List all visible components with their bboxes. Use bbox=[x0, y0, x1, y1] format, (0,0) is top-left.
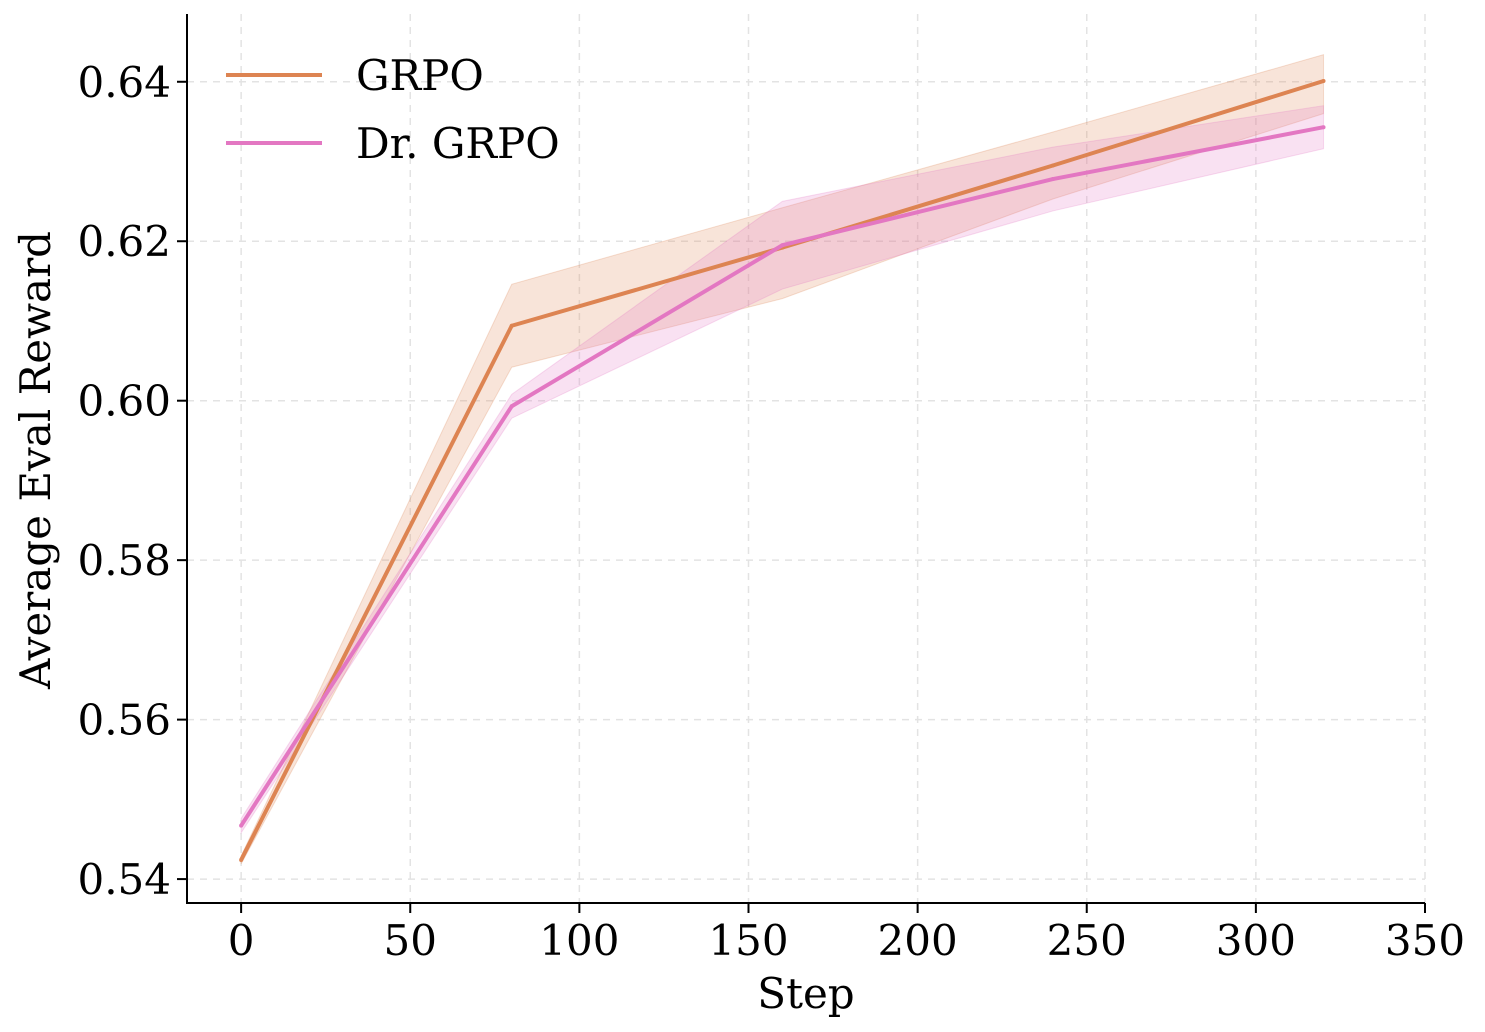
y-tick-label-1: 0.56 bbox=[77, 696, 171, 745]
band-series-1 bbox=[240, 105, 1325, 835]
y-axis-label: Average Eval Reward bbox=[11, 231, 60, 690]
grid-lines bbox=[187, 14, 1426, 903]
x-axis-label: Step bbox=[757, 969, 854, 1018]
y-tick-label-5: 0.64 bbox=[77, 58, 171, 107]
x-tick-label-0: 0 bbox=[228, 916, 255, 965]
y-tick-label-3: 0.60 bbox=[77, 377, 171, 426]
legend-label-grpo: GRPO bbox=[356, 51, 484, 100]
confidence-bands bbox=[240, 53, 1325, 865]
legend-label-dr-grpo: Dr. GRPO bbox=[356, 119, 560, 168]
x-tick-label-1: 50 bbox=[384, 916, 437, 965]
point-series-1-2 bbox=[780, 243, 785, 248]
point-series-0-3 bbox=[1050, 163, 1055, 168]
y-ticks: 0.54 0.56 0.58 0.60 0.62 0.64 bbox=[77, 58, 187, 904]
point-series-1-1 bbox=[509, 404, 514, 409]
line-series-0 bbox=[239, 79, 1325, 861]
x-tick-label-5: 250 bbox=[1047, 916, 1127, 965]
y-tick-label-4: 0.62 bbox=[77, 217, 171, 266]
point-series-1-4 bbox=[1321, 125, 1326, 130]
x-tick-label-6: 300 bbox=[1216, 916, 1296, 965]
point-series-1-3 bbox=[1050, 177, 1055, 182]
point-series-0-0 bbox=[239, 857, 244, 862]
x-ticks: 0 50 100 150 200 250 300 350 bbox=[228, 903, 1465, 965]
y-tick-label-0: 0.54 bbox=[77, 855, 171, 904]
x-tick-label-7: 350 bbox=[1385, 916, 1465, 965]
band-series-0 bbox=[240, 53, 1325, 865]
x-tick-label-2: 100 bbox=[539, 916, 619, 965]
axes bbox=[186, 14, 1425, 904]
point-series-0-4 bbox=[1321, 78, 1326, 83]
legend: GRPO Dr. GRPO bbox=[226, 51, 560, 168]
series-lines bbox=[239, 78, 1326, 862]
x-tick-label-3: 150 bbox=[708, 916, 788, 965]
point-series-0-1 bbox=[509, 323, 514, 328]
point-series-1-0 bbox=[239, 823, 244, 828]
x-tick-label-4: 200 bbox=[878, 916, 958, 965]
y-tick-label-2: 0.58 bbox=[77, 536, 171, 585]
